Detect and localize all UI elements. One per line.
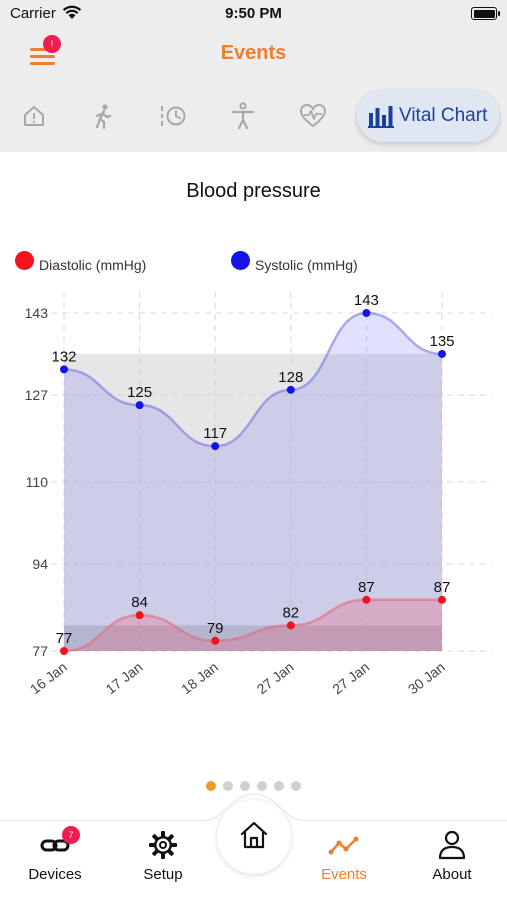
menu-badge: ! — [43, 35, 61, 53]
diastolic-area — [64, 599, 442, 651]
battery-icon — [471, 7, 500, 20]
tab-history[interactable] — [158, 101, 188, 131]
diastolic-data-label: 77 — [56, 630, 73, 647]
x-tick-label: 17 Jan — [102, 659, 145, 697]
tab-strip: Vital Chart — [0, 80, 507, 152]
page-dot[interactable] — [274, 781, 284, 791]
systolic-data-label: 117 — [203, 425, 227, 442]
nav-events-label: Events — [321, 866, 367, 883]
diastolic-point — [60, 647, 68, 655]
status-time: 9:50 PM — [225, 5, 282, 22]
nav-about[interactable]: About — [407, 830, 497, 890]
nav-events[interactable]: Events — [299, 830, 389, 890]
status-bar: Carrier 9:50 PM — [0, 0, 507, 30]
menu-icon — [30, 48, 55, 51]
page-dot[interactable] — [240, 781, 250, 791]
x-tick-label: 18 Jan — [178, 659, 221, 697]
diastolic-data-label: 82 — [282, 604, 299, 621]
y-tick-label: 143 — [25, 305, 49, 321]
page-dot[interactable] — [257, 781, 267, 791]
tab-body[interactable] — [228, 101, 258, 131]
home-button[interactable] — [217, 800, 291, 874]
trend-line-icon — [328, 836, 359, 855]
y-tick-label: 77 — [32, 643, 48, 659]
nav-setup[interactable]: Setup — [118, 830, 208, 890]
legend-systolic-label: Systolic (mmHg) — [255, 257, 358, 273]
y-tick-label: 127 — [25, 387, 49, 403]
systolic-point — [438, 349, 446, 358]
page-dot[interactable] — [291, 781, 301, 791]
page-title: Events — [220, 42, 287, 64]
tab-activity[interactable] — [88, 101, 118, 131]
diastolic-point — [286, 621, 295, 630]
nav-devices[interactable]: 7 Devices — [10, 826, 100, 890]
tab-vital-chart[interactable]: Vital Chart — [357, 90, 499, 142]
systolic-point — [135, 401, 144, 410]
legend-diastolic-swatch — [15, 251, 34, 270]
tab-vitals[interactable] — [298, 101, 328, 131]
diastolic-band — [64, 625, 442, 651]
tab-home-alert[interactable] — [19, 101, 49, 131]
walking-person-icon — [95, 104, 112, 130]
menu-button[interactable] — [30, 43, 56, 65]
nav-devices-label: Devices — [28, 866, 82, 883]
diastolic-point — [135, 611, 144, 620]
diastolic-data-label: 84 — [131, 594, 148, 611]
diastolic-point — [211, 636, 220, 645]
link-icon — [40, 839, 70, 852]
bar-chart-icon — [368, 106, 394, 128]
systolic-point — [362, 309, 371, 317]
systolic-data-label: 132 — [51, 348, 76, 365]
diastolic-point — [438, 595, 446, 604]
page-dot[interactable] — [223, 781, 233, 791]
home-icon — [240, 821, 268, 849]
gear-icon — [149, 831, 177, 859]
page-dot[interactable] — [206, 781, 216, 791]
x-tick-label: 30 Jan — [405, 659, 448, 697]
heart-pulse-icon — [299, 103, 327, 128]
x-tick-label: 27 Jan — [329, 659, 372, 697]
wifi-icon — [62, 5, 82, 19]
y-tick-label: 110 — [26, 474, 49, 490]
systolic-area — [64, 313, 442, 651]
chart-title: Blood pressure — [186, 180, 321, 202]
diastolic-data-label: 87 — [434, 579, 451, 596]
blood-pressure-chart: 77 94 110 127 143 132 125 117 128 143 135 77 84 79 82 8… — [25, 292, 492, 697]
systolic-data-label: 143 — [354, 292, 379, 309]
carrier-label: Carrier — [10, 5, 56, 22]
systolic-point — [211, 442, 220, 451]
diastolic-data-label: 79 — [207, 620, 224, 637]
x-tick-label: 16 Jan — [27, 659, 70, 697]
devices-badge: 7 — [62, 826, 80, 844]
systolic-line — [63, 311, 443, 448]
legend-systolic-swatch — [231, 251, 250, 270]
systolic-data-label: 135 — [429, 333, 454, 350]
nav-about-label: About — [432, 866, 472, 883]
app-header: ! Events — [0, 30, 507, 80]
home-alert-icon — [24, 106, 44, 126]
history-icon — [161, 106, 186, 126]
diastolic-data-label: 87 — [358, 579, 375, 596]
person-icon — [438, 830, 466, 860]
body-icon — [231, 102, 255, 130]
systolic-data-label: 125 — [127, 384, 152, 401]
nav-setup-label: Setup — [143, 866, 183, 883]
systolic-data-label: 128 — [278, 369, 303, 386]
y-tick-label: 94 — [32, 556, 48, 572]
tab-vital-chart-label: Vital Chart — [399, 105, 488, 126]
diastolic-point — [362, 595, 371, 604]
systolic-point — [60, 365, 68, 374]
x-tick-label: 27 Jan — [254, 659, 297, 697]
systolic-point — [286, 385, 295, 394]
legend-diastolic-label: Diastolic (mmHg) — [39, 257, 147, 273]
